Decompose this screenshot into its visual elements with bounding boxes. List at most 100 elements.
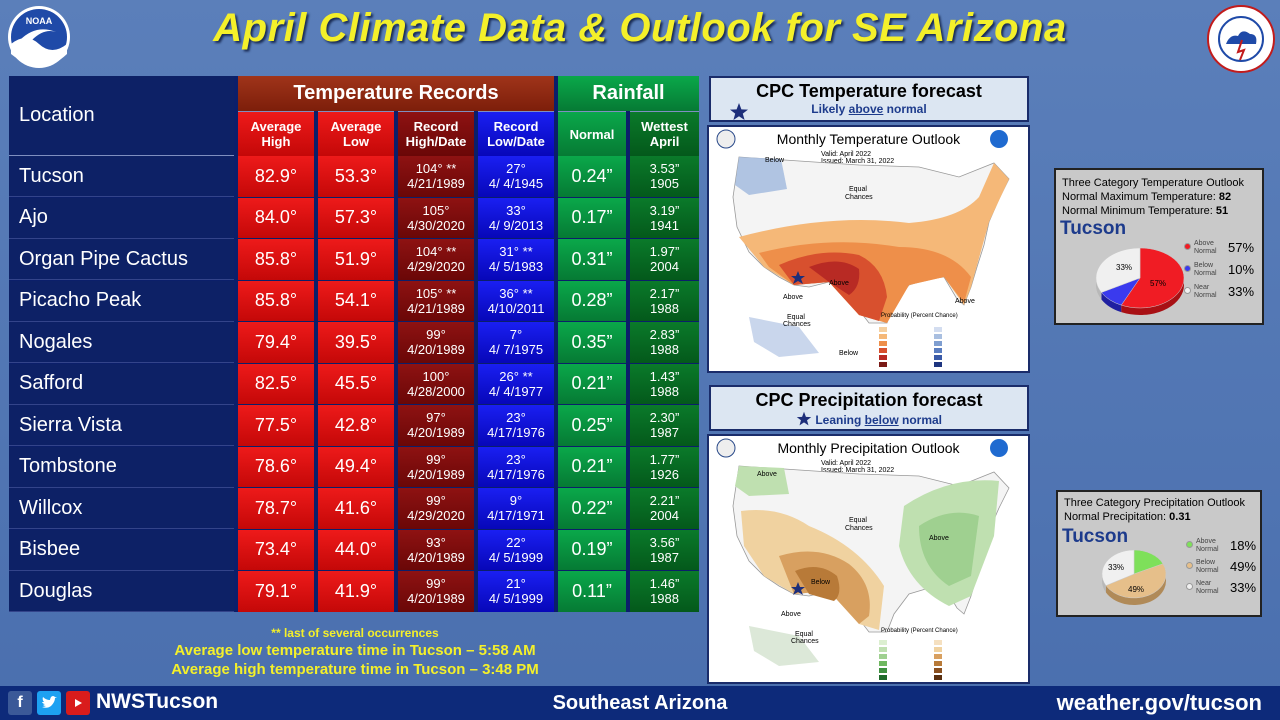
legend-dot [1184, 243, 1191, 250]
avg-low-cell: 51.9° [318, 239, 394, 280]
precip-map-label-above: Above [757, 471, 777, 478]
normal-rain-cell: 0.28” [558, 280, 626, 321]
svg-text:Equal: Equal [795, 631, 813, 638]
temp-map-title: Monthly Temperature Outlook [776, 131, 961, 147]
normal-rain-cell: 0.25” [558, 405, 626, 446]
svg-text:Above: Above [783, 294, 803, 301]
location-cell: Bisbee [9, 529, 234, 571]
normal-rain-cell: 0.24” [558, 156, 626, 197]
legend-percent: 57% [1228, 240, 1255, 255]
temp-pie: 57% 33% [1095, 247, 1185, 315]
wettest-cell: 2.17” 1988 [630, 280, 699, 321]
legend-dot [1186, 541, 1193, 548]
temp-map-legend [879, 327, 942, 367]
legend-percent: 10% [1228, 262, 1255, 277]
twitter-icon[interactable] [37, 691, 61, 715]
location-cell: Picacho Peak [9, 280, 234, 322]
avg-low-cell: 44.0° [318, 529, 394, 570]
wettest-cell: 3.53” 1905 [630, 156, 699, 197]
location-cell: Douglas [9, 571, 234, 612]
near-slice [1101, 549, 1135, 586]
legend-label: Above Normal [1194, 240, 1217, 255]
temp-forecast-header: CPC Temperature forecast Likely above no… [709, 76, 1029, 122]
location-cell: Willcox [9, 488, 234, 529]
temp-pie-near-label: 33% [1116, 263, 1132, 272]
social-handle[interactable]: NWSTucson [96, 690, 219, 713]
avg-low-cell: 41.9° [318, 571, 394, 612]
precip-map-title: Monthly Precipitation Outlook [777, 440, 960, 456]
temp-forecast-title: CPC Temperature forecast [756, 81, 982, 101]
avg-low-cell: 54.1° [318, 280, 394, 321]
avg-low-cell: 49.4° [318, 446, 394, 487]
wettest-header: Wettest April [630, 111, 699, 156]
record-low-cell: 7° 4/ 7/1975 [478, 322, 554, 363]
star-icon [796, 411, 812, 426]
avg-high-cell: 85.8° [238, 239, 314, 280]
temp-map-label-below: Below [765, 157, 785, 164]
avg-high-header: Average High [238, 111, 314, 156]
location-cell: Organ Pipe Cactus [9, 239, 234, 280]
wettest-cell: 1.43” 1988 [630, 363, 699, 404]
record-low-cell: 36° ** 4/10/2011 [478, 280, 554, 321]
record-high-cell: 105° ** 4/21/1989 [398, 280, 474, 321]
noaa-logo: NOAA [8, 6, 70, 68]
avg-low-cell: 41.6° [318, 488, 394, 529]
tucson-star-icon [791, 271, 805, 284]
record-low-cell: 33° 4/ 9/2013 [478, 197, 554, 238]
svg-text:Equal: Equal [787, 314, 805, 321]
footnote-occurrences: ** last of several occurrences [271, 626, 439, 640]
record-high-cell: 105° 4/30/2020 [398, 197, 474, 238]
avg-low-cell: 42.8° [318, 405, 394, 446]
avg-high-cell: 77.5° [238, 405, 314, 446]
precip-pie: 49% 33% [1101, 549, 1167, 605]
website-link[interactable]: weather.gov/tucson [1056, 690, 1262, 715]
facebook-icon[interactable]: f [8, 691, 32, 715]
legend-dot [1186, 562, 1193, 569]
footnote-low-time: Average low temperature time in Tucson –… [174, 642, 536, 659]
record-high-cell: 99° 4/20/1989 [398, 322, 474, 363]
precip-map-legend-title: Probability (Percent Chance) [881, 628, 958, 634]
record-high-cell: 99° 4/20/1989 [398, 446, 474, 487]
youtube-icon[interactable] [66, 691, 90, 715]
temp-map-valid: Valid: April 2022 [821, 151, 872, 158]
record-high-header: Record High/Date [398, 111, 474, 156]
bottom-bar: f NWSTucson Southeast Arizona weather.go… [0, 686, 1280, 720]
temp-box-city: Tucson [1060, 218, 1127, 239]
record-low-cell: 27° 4/ 4/1945 [478, 156, 554, 197]
svg-text:NOAA: NOAA [26, 16, 53, 26]
footnote-high-time: Average high temperature time in Tucson … [171, 661, 539, 678]
normal-rain-cell: 0.22” [558, 488, 626, 529]
star-icon [730, 103, 748, 120]
normal-rain-cell: 0.11” [558, 571, 626, 612]
avg-low-cell: 45.5° [318, 363, 394, 404]
avg-high-cell: 84.0° [238, 197, 314, 238]
record-low-cell: 22° 4/ 5/1999 [478, 529, 554, 570]
near-slice [1095, 247, 1141, 293]
nws-logo [1207, 5, 1275, 73]
record-high-cell: 104° ** 4/21/1989 [398, 156, 474, 197]
temp-map-issued: Issued: March 31, 2022 [821, 158, 895, 165]
precip-map-issued: Issued: March 31, 2022 [821, 467, 895, 474]
temp-map-legend-title: Probability (Percent Chance) [881, 313, 958, 319]
location-cell: Tucson [9, 156, 234, 197]
record-low-header: Record Low/Date [478, 111, 554, 156]
legend-label: Near Normal [1194, 284, 1217, 299]
temp-forecast-subtitle: Likely above normal [811, 102, 927, 116]
wettest-cell: 1.46” 1988 [630, 571, 699, 612]
svg-text:Chances: Chances [791, 638, 819, 645]
record-high-cell: 104° ** 4/29/2020 [398, 239, 474, 280]
svg-text:Above: Above [781, 611, 801, 618]
precip-map-legend [879, 640, 942, 680]
nws-seal-icon [990, 130, 1008, 148]
wettest-cell: 1.77” 1926 [630, 446, 699, 487]
record-low-cell: 21° 4/ 5/1999 [478, 571, 554, 612]
temp-box-heading: Three Category Temperature Outlook [1062, 177, 1244, 189]
location-cell: Tombstone [9, 446, 234, 488]
climate-table: Location Temperature Records Rainfall Av… [9, 76, 699, 612]
normal-rain-cell: 0.19” [558, 529, 626, 570]
legend-dot [1184, 287, 1191, 294]
record-low-cell: 23° 4/17/1976 [478, 405, 554, 446]
wettest-cell: 3.19” 1941 [630, 197, 699, 238]
temp-box-min: Normal Minimum Temperature: 51 [1062, 205, 1229, 217]
precip-forecast-title: CPC Precipitation forecast [755, 390, 983, 410]
